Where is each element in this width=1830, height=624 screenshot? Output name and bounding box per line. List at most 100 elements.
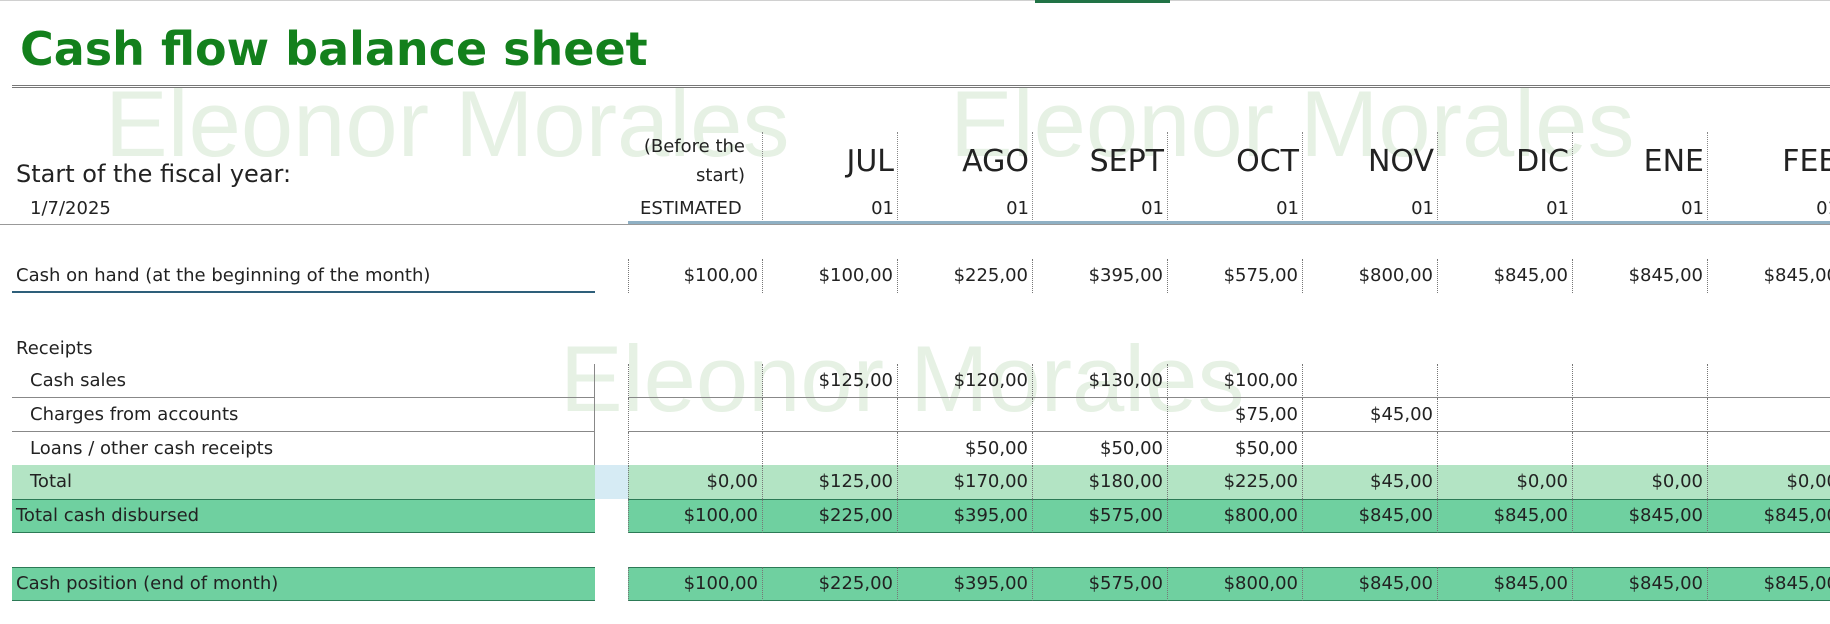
value: $845,00 <box>1763 505 1830 526</box>
value-cell <box>1303 364 1438 398</box>
value: $125,00 <box>818 370 893 391</box>
value: $845,00 <box>1493 573 1568 594</box>
value-cell <box>1438 465 1573 499</box>
column-divider <box>762 132 763 224</box>
value: $225,00 <box>1223 471 1298 492</box>
column-header: SEPT <box>1089 144 1164 179</box>
value: $845,00 <box>1493 265 1568 286</box>
value: $845,00 <box>1763 265 1830 286</box>
value: $50,00 <box>1235 438 1298 459</box>
value: $225,00 <box>818 573 893 594</box>
value: $845,00 <box>1358 505 1433 526</box>
value-cell <box>1708 465 1830 499</box>
column-sub: 01 <box>1816 198 1830 219</box>
value-cell <box>1168 364 1303 398</box>
value: $100,00 <box>818 265 893 286</box>
row-label: Charges from accounts <box>30 404 239 425</box>
value-cell <box>1168 259 1303 293</box>
watermark: Eleonor Morales <box>950 71 1635 176</box>
value: $575,00 <box>1088 573 1163 594</box>
value-cell <box>898 465 1033 499</box>
column-header: DIC <box>1516 144 1569 179</box>
value-cell <box>1573 499 1708 533</box>
value: $75,00 <box>1235 404 1298 425</box>
value-cell <box>1303 567 1438 601</box>
label-cell <box>12 567 595 601</box>
value-cell <box>1303 259 1438 293</box>
column-sub: 01 <box>1411 198 1434 219</box>
value: $100,00 <box>1223 370 1298 391</box>
header-accent <box>628 221 1830 224</box>
column-sub: 01 <box>871 198 894 219</box>
value: $845,00 <box>1763 573 1830 594</box>
gap-cell <box>595 465 628 499</box>
value-cell <box>1168 499 1303 533</box>
value-cell <box>763 364 898 398</box>
value: $0,00 <box>706 471 758 492</box>
label-cell <box>12 499 595 533</box>
value: $575,00 <box>1223 265 1298 286</box>
value-cell <box>628 398 763 432</box>
value-cell <box>1303 465 1438 499</box>
column-header: AGO <box>962 144 1029 179</box>
value: $100,00 <box>683 265 758 286</box>
value-cell <box>1033 259 1168 293</box>
value-cell <box>1033 499 1168 533</box>
value-cell <box>1573 432 1708 466</box>
column-divider <box>1437 132 1438 224</box>
header-rule <box>0 224 1830 225</box>
column-divider <box>1167 132 1168 224</box>
value-cell <box>628 364 763 398</box>
value: $800,00 <box>1358 265 1433 286</box>
value-cell <box>628 259 763 293</box>
value: $845,00 <box>1628 573 1703 594</box>
value-cell <box>763 432 898 466</box>
value-cell <box>1438 398 1573 432</box>
value-cell <box>1708 567 1830 601</box>
column-divider <box>1707 132 1708 224</box>
watermark: Eleonor Morales <box>105 71 790 176</box>
title: Cash flow balance sheet <box>20 22 648 76</box>
value-cell <box>1708 364 1830 398</box>
value: $120,00 <box>953 370 1028 391</box>
label-cell <box>12 364 595 398</box>
value-cell <box>628 567 763 601</box>
column-header: OCT <box>1236 144 1299 179</box>
row-label: Total cash disbursed <box>16 505 200 526</box>
value: $50,00 <box>1100 438 1163 459</box>
value: $575,00 <box>1088 505 1163 526</box>
value-cell <box>1438 567 1573 601</box>
column-sub: 01 <box>1276 198 1299 219</box>
value: $0,00 <box>1651 471 1703 492</box>
value-cell <box>1033 398 1168 432</box>
row-label: Receipts <box>16 338 93 359</box>
column-header: (Before the start) <box>643 136 745 186</box>
value: $170,00 <box>953 471 1028 492</box>
column-header: JUL <box>846 144 894 179</box>
value-cell <box>1303 398 1438 432</box>
value-cell <box>628 432 763 466</box>
value-cell <box>898 567 1033 601</box>
value-cell <box>898 398 1033 432</box>
value-cell <box>1573 259 1708 293</box>
value-cell <box>1303 499 1438 533</box>
column-sub: 01 <box>1546 198 1569 219</box>
selected-column <box>1035 0 1170 3</box>
value: $845,00 <box>1628 505 1703 526</box>
value-cell <box>1168 567 1303 601</box>
title-rule <box>12 85 1830 88</box>
value: $395,00 <box>953 505 1028 526</box>
value-cell <box>1573 465 1708 499</box>
column-sub: 01 <box>1141 198 1164 219</box>
row-label: Cash on hand (at the beginning of the mo… <box>16 265 431 286</box>
value-cell <box>763 398 898 432</box>
value-cell <box>1573 364 1708 398</box>
value-cell <box>1438 432 1573 466</box>
label-cell <box>12 398 595 432</box>
value-cell <box>1573 567 1708 601</box>
value-cell <box>1033 465 1168 499</box>
value: $845,00 <box>1358 573 1433 594</box>
value: $845,00 <box>1493 505 1568 526</box>
value: $395,00 <box>953 573 1028 594</box>
